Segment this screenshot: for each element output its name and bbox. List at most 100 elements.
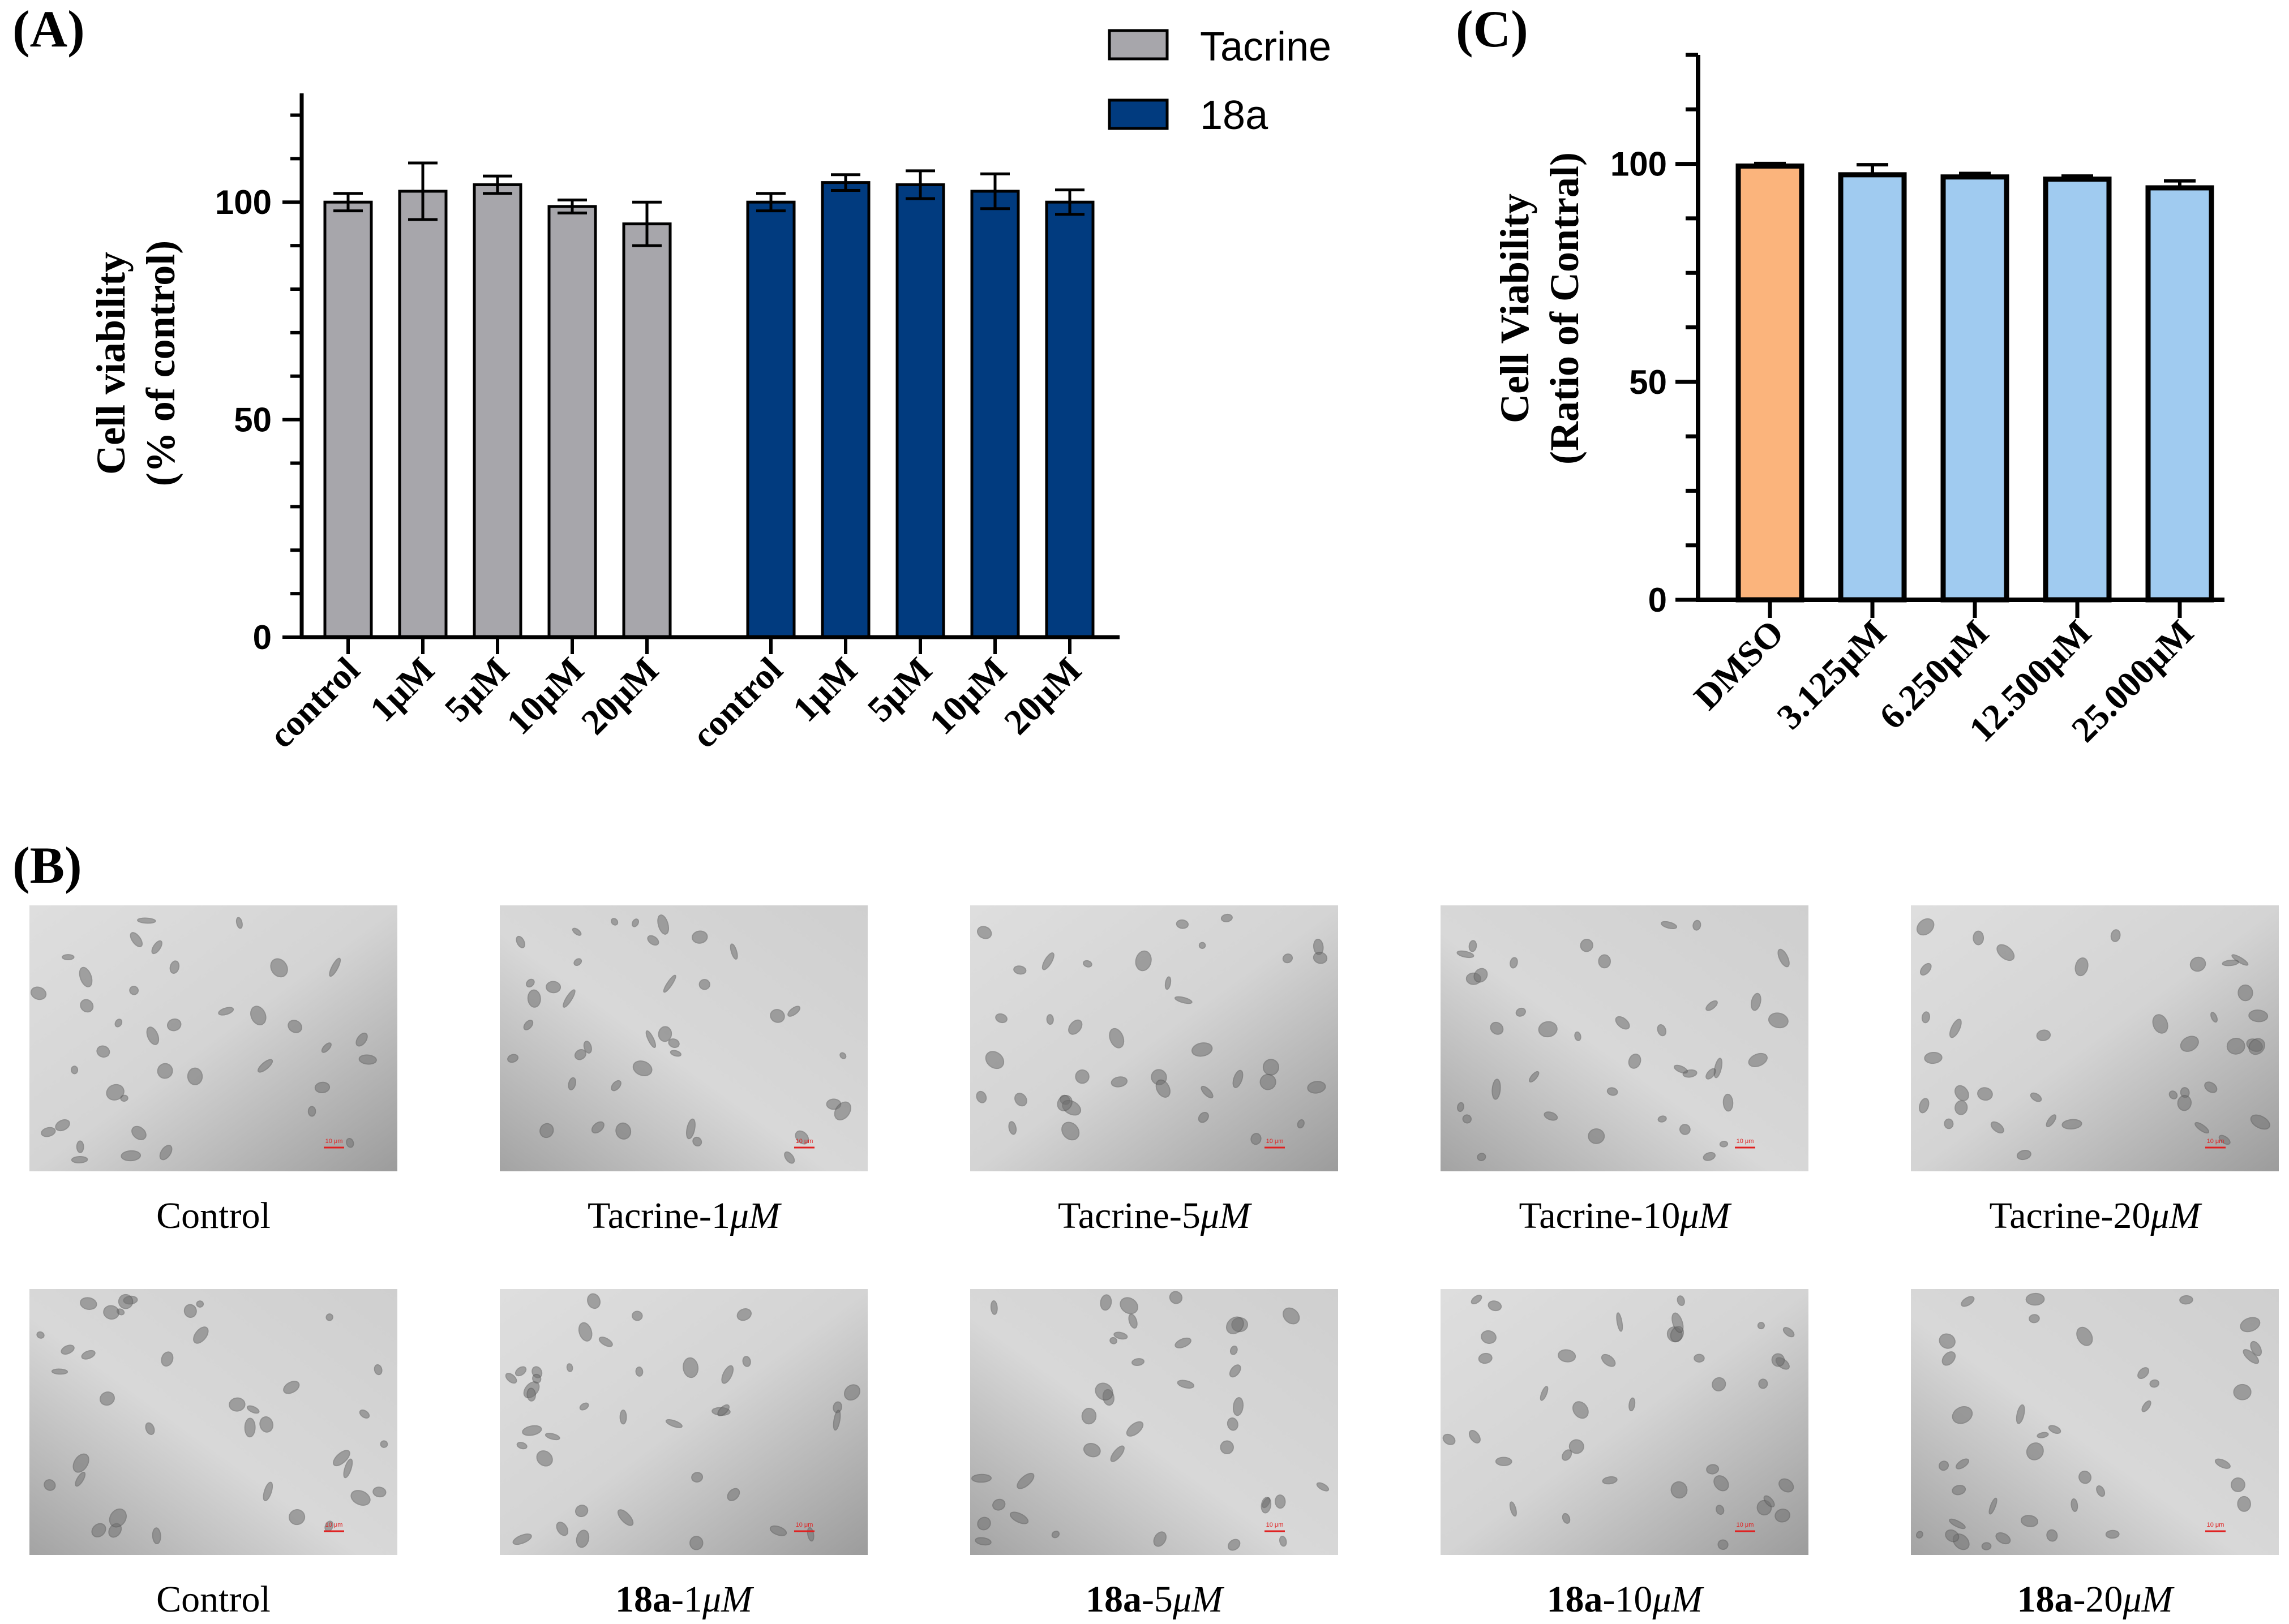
cell-cluster [36, 1294, 388, 1545]
micrograph [970, 905, 1338, 1171]
bar [473, 183, 522, 639]
panel-a-label: (A) [12, 0, 85, 58]
legend-label-18a: 18a [1200, 93, 1268, 138]
y-tick-label: 100 [215, 183, 272, 221]
legend-label-tacrine: Tacrine [1200, 24, 1331, 70]
bar [1940, 174, 2009, 603]
bar [1735, 163, 1804, 603]
caption-prefix: Tacrine- [1519, 1195, 1643, 1236]
cell-cluster [505, 1293, 860, 1550]
scale-bar-label: 10 μm [1737, 1522, 1754, 1528]
legend: Tacrine 18a [1108, 24, 1331, 138]
x-tick-label: 3.125μM [1769, 612, 1894, 737]
caption-compound: 18a [1086, 1579, 1142, 1620]
x-tick-label: 10μM [921, 650, 1014, 742]
caption-unit: μM [2150, 1195, 2202, 1236]
bar [622, 222, 672, 639]
caption-unit: μM [1200, 1195, 1253, 1236]
caption-unit: μM [2122, 1579, 2175, 1620]
y-tick-label: 0 [1648, 581, 1667, 619]
bar [2145, 185, 2214, 603]
scale-bar-label: 10 μm [1266, 1522, 1284, 1528]
legend-swatch-18a [1108, 98, 1169, 130]
bars-a [323, 161, 1095, 639]
bar [821, 181, 871, 639]
micrograph-caption: Tacrine-10μM [1519, 1195, 1733, 1236]
scale-bar-label: 10 μm [796, 1522, 813, 1528]
caption-prefix: Control [156, 1579, 271, 1620]
x-tick-label: 20μM [996, 650, 1089, 742]
x-tick-label: 1μM [785, 650, 865, 729]
bar [1838, 172, 1907, 603]
y-axis-label-a-line1: Cell viability [88, 252, 134, 475]
cell-cluster [1916, 918, 2270, 1161]
micrograph-caption: 18a-20μM [2017, 1579, 2175, 1620]
legend-swatch-tacrine [1108, 29, 1169, 61]
cell-cluster [971, 1291, 1330, 1551]
caption-num: 1 [711, 1195, 730, 1236]
micrograph [970, 1289, 1338, 1555]
x-tick-label: control [684, 650, 790, 756]
caption-num: -20 [2073, 1579, 2123, 1620]
y-tick-label: 50 [1629, 363, 1667, 401]
caption-num: -5 [1142, 1579, 1173, 1620]
caption-unit: μM [702, 1579, 755, 1620]
caption-num: 20 [2113, 1195, 2150, 1236]
caption-num: 10 [1643, 1195, 1680, 1236]
micrograph-caption: 18a-5μM [1086, 1579, 1225, 1620]
bars-c [1735, 161, 2214, 603]
micrograph-caption: Control [156, 1579, 271, 1620]
micrograph-caption: Tacrine-20μM [1990, 1195, 2203, 1236]
caption-unit: μM [730, 1195, 782, 1236]
bar [2043, 177, 2112, 603]
bar [970, 190, 1020, 639]
micrograph [1441, 1289, 1808, 1555]
x-tick-label: 1μM [362, 650, 442, 729]
scale-bar-label: 10 μm [325, 1522, 343, 1528]
micrograph-caption: Tacrine-5μM [1058, 1195, 1253, 1236]
chart-panel-a: (A) Tacrine 18a Cell viability (% of con… [12, 0, 1331, 755]
caption-unit: μM [1679, 1195, 1732, 1236]
micrograph-caption: 18a-10μM [1546, 1579, 1704, 1620]
y-tick-label: 0 [253, 618, 272, 656]
caption-prefix: Control [156, 1195, 271, 1236]
scale-bar-label: 10 μm [1737, 1138, 1754, 1145]
cell-cluster [976, 913, 1328, 1145]
x-tick-label: control [261, 650, 367, 756]
caption-prefix: Tacrine- [1058, 1195, 1182, 1236]
x-tick-label: 20μM [573, 650, 666, 742]
scale-bar-label: 10 μm [796, 1138, 813, 1145]
caption-prefix: Tacrine- [588, 1195, 711, 1236]
cell-cluster [1442, 1295, 1795, 1550]
cell-cluster [507, 914, 851, 1164]
bar [323, 200, 373, 639]
micrograph-caption: 18a-1μM [615, 1579, 755, 1620]
panel-b-label: (B) [12, 836, 82, 894]
y-tick-label: 100 [1610, 145, 1667, 183]
cell-cluster [1456, 920, 1790, 1161]
caption-compound: 18a [615, 1579, 671, 1620]
micrograph [500, 905, 868, 1171]
y-axis-label-c-line1: Cell Viability [1492, 194, 1537, 423]
y-tick-label: 50 [234, 401, 272, 439]
chart-panel-c: (C) Cell Viability (Ratio of Contral) DM… [1456, 0, 2224, 750]
caption-unit: μM [1652, 1579, 1704, 1620]
bar [398, 190, 448, 639]
micrograph [29, 905, 397, 1171]
caption-prefix: Tacrine- [1990, 1195, 2114, 1236]
micrograph [1441, 905, 1808, 1171]
micrograph-caption: Tacrine-1μM [588, 1195, 782, 1236]
bar [895, 183, 945, 639]
micrograph [1911, 905, 2279, 1171]
caption-compound: 18a [2017, 1579, 2073, 1620]
caption-num: 5 [1182, 1195, 1201, 1236]
y-axis-label-c-line2: (Ratio of Contral) [1542, 152, 1587, 465]
micrograph [500, 1289, 868, 1555]
scale-bar-label: 10 μm [1266, 1138, 1284, 1145]
bar [1045, 200, 1095, 639]
micrograph [29, 1289, 397, 1555]
